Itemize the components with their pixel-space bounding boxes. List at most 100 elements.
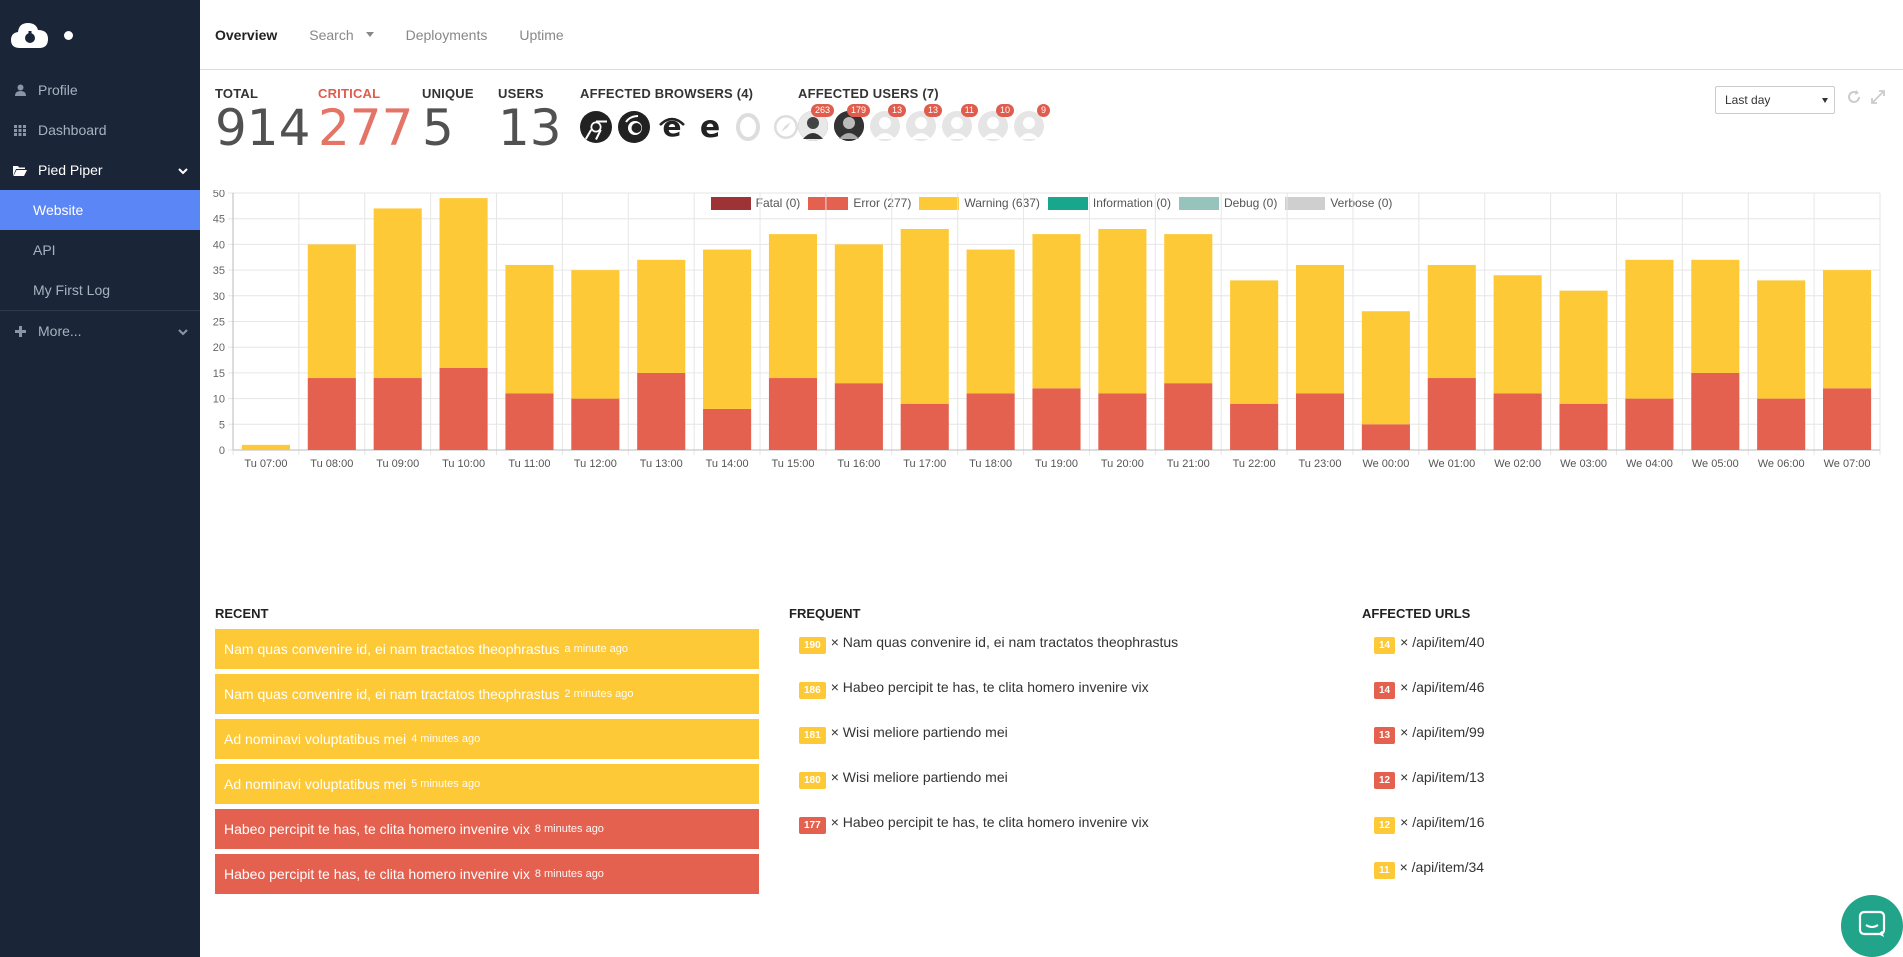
sidebar-item-website[interactable]: Website [0,190,200,230]
bar-warning [1691,259,1740,373]
avatar[interactable]: 9 [1014,104,1050,141]
list-item[interactable]: Ad nominavi voluptatibus mei 4 minutes ag… [215,719,759,759]
list-item[interactable]: 13 × /api/item/99 [1365,724,1665,769]
y-tick-label: 45 [213,214,225,226]
list-item[interactable]: 186 × Habeo percipit te has, te clita hom… [790,679,1310,724]
sidebar-item-label: Pied Piper [38,162,103,178]
sidebar-item-my-first-log[interactable]: My First Log [33,282,111,298]
time-range-select[interactable]: Last day [1715,86,1835,114]
y-tick-label: 50 [213,190,225,200]
url-text: /api/item/34 [1411,859,1485,875]
recent-message: Ad nominavi voluptatibus mei [224,731,407,747]
sidebar-item-api[interactable]: API [33,242,56,258]
bar-warning [1230,280,1279,404]
bar-warning [373,208,422,379]
sidebar-item-profile[interactable]: Profile [0,70,200,110]
list-item[interactable]: 190 × Nam quas convenire id, ei nam tract… [790,634,1310,679]
chat-icon [1858,910,1886,943]
frequent-list: 190 × Nam quas convenire id, ei nam tract… [790,634,1310,859]
bar-warning [241,444,290,450]
url-text: /api/item/99 [1412,724,1485,740]
bar-error [966,393,1015,450]
recent-time: 2 minutes ago [564,688,634,700]
avatar[interactable]: 179 [834,104,870,141]
frequent-message: Wisi meliore partiendo mei [842,769,1008,785]
logo[interactable] [0,0,200,70]
list-item[interactable]: Habeo percipit te has, te clita homero i… [215,854,759,894]
legend-warning[interactable]: Warning (637) [919,196,1040,210]
x-tick-label: Tu 08:00 [310,458,353,470]
list-item[interactable]: Habeo percipit te has, te clita homero i… [215,809,759,849]
bar-error [1625,398,1674,450]
refresh-icon[interactable] [1847,90,1861,107]
bar-error [1361,424,1410,450]
avatar[interactable]: 13 [906,104,942,141]
top-navigation: Overview Search Deployments Uptime [200,0,1903,70]
bar-warning [1164,234,1213,384]
sidebar-item-pied-piper[interactable]: Pied Piper [0,150,200,190]
safari-icon[interactable] [770,111,802,143]
recent-time: 8 minutes ago [534,868,604,880]
x-tick-label: Tu 13:00 [640,458,683,470]
bar-error [571,398,620,450]
count-badge: 180 [799,772,826,789]
recent-list: Nam quas convenire id, ei nam tractatos … [215,629,759,899]
times-sign: × [1399,859,1408,875]
avatar[interactable]: 263 [798,104,834,141]
list-item[interactable]: 11 × /api/item/34 [1365,859,1665,904]
list-item[interactable]: Ad nominavi voluptatibus mei 5 minutes ag… [215,764,759,804]
legend-verbose[interactable]: Verbose (0) [1285,196,1392,210]
list-item[interactable]: Nam quas convenire id, ei nam tractatos … [215,629,759,669]
frequent-message: Wisi meliore partiendo mei [842,724,1008,740]
bar-error [1427,378,1476,450]
chrome-icon[interactable] [580,111,612,143]
avatar[interactable]: 13 [870,104,906,141]
legend-swatch [1047,196,1088,210]
x-tick-label: Tu 12:00 [574,458,617,470]
list-item[interactable]: 12 × /api/item/16 [1365,814,1665,859]
avatar-count: 9 [1036,104,1050,117]
bar-warning [505,264,554,394]
recent-time: 8 minutes ago [534,823,604,835]
tab-overview[interactable]: Overview [215,26,278,43]
tab-search[interactable]: Search [309,27,374,43]
legend-information[interactable]: Information (0) [1047,196,1171,210]
count-badge: 11 [1374,862,1395,879]
chat-button[interactable] [1841,895,1903,957]
ie-icon[interactable]: e [694,111,726,143]
list-item[interactable]: 177 × Habeo percipit te has, te clita hom… [790,814,1310,859]
avatar[interactable]: 10 [978,104,1014,141]
x-tick-label: We 07:00 [1824,458,1871,470]
expand-icon[interactable] [1871,90,1885,107]
list-item[interactable]: Nam quas convenire id, ei nam tractatos … [215,674,759,714]
legend-label: Verbose (0) [1330,196,1393,210]
firefox-icon[interactable] [618,111,650,143]
bar-warning [966,249,1015,394]
stat-value: 13 [498,99,562,157]
x-tick-label: We 03:00 [1560,458,1607,470]
url-text: /api/item/16 [1412,814,1485,830]
list-item[interactable]: 14 × /api/item/40 [1365,634,1665,679]
list-item[interactable]: 180 × Wisi meliore partiendo mei [790,769,1310,814]
legend-error[interactable]: Error (277) [808,196,911,210]
count-badge: 14 [1374,637,1396,654]
avatar[interactable]: 11 [942,104,978,141]
stat-unique: UNIQUE 5 [422,86,474,153]
count-badge: 181 [799,727,826,744]
tab-uptime[interactable]: Uptime [519,26,564,43]
legend-debug[interactable]: Debug (0) [1178,196,1277,210]
list-item[interactable]: 181 × Wisi meliore partiendo mei [790,724,1310,769]
tab-deployments[interactable]: Deployments [405,26,488,43]
sidebar-item-more[interactable]: More... [0,311,200,351]
opera-icon[interactable] [732,111,764,143]
sidebar-item-dashboard[interactable]: Dashboard [0,110,200,150]
legend-fatal[interactable]: Fatal (0) [710,196,800,210]
list-item[interactable]: 14 × /api/item/46 [1365,679,1665,724]
edge-icon[interactable]: e [656,111,688,143]
list-item[interactable]: 12 × /api/item/13 [1365,769,1665,814]
x-tick-label: We 02:00 [1494,458,1541,470]
errors-bar-chart: 0 5 10 15 20 25 30 35 40 45 50 Tu 07:00 Tu 08:00 Tu 0… [213,190,1881,470]
recent-time: 4 minutes ago [411,733,481,745]
stat-label: AFFECTED BROWSERS (4) [580,86,754,101]
recent-time: 5 minutes ago [411,778,481,790]
